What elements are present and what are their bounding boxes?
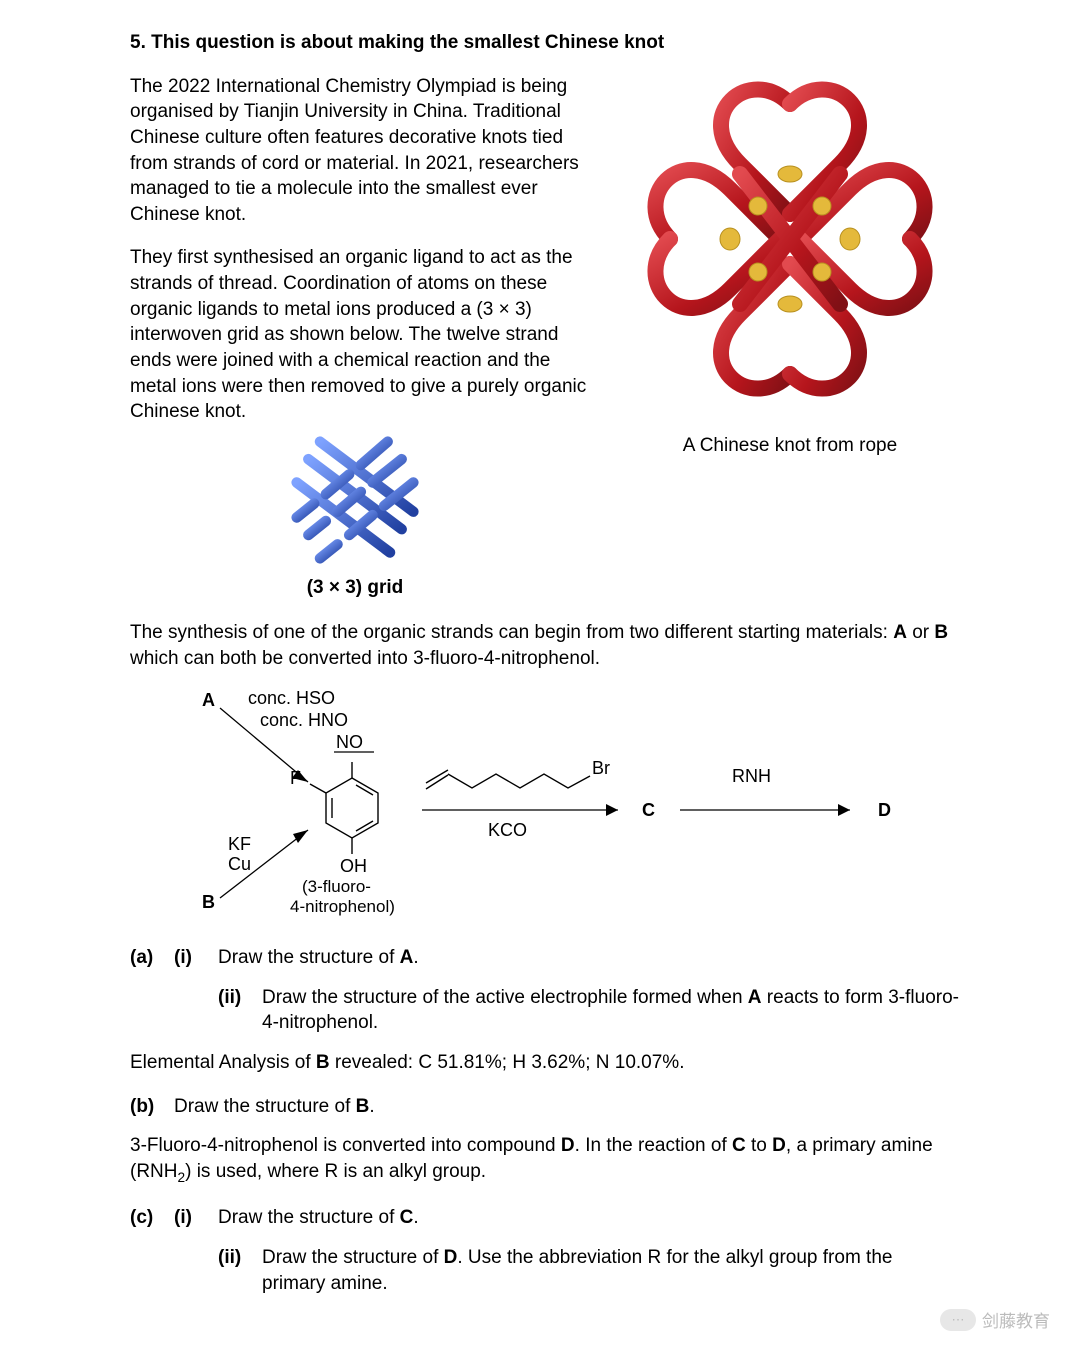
product-name-2: 4-nitrophenol) (290, 897, 395, 916)
knot-image-column: A Chinese knot from rope (620, 74, 960, 621)
interwoven-grid-icon (285, 435, 425, 565)
grid-figure-label: (3 × 3) grid (240, 575, 470, 601)
question-b: (b) Draw the structure of B. (130, 1094, 960, 1120)
reagent-rnh2: R╱NH2 (732, 766, 771, 786)
reagent-cu: Cu (228, 854, 251, 874)
reaction-scheme: A B conc. H2SO4 conc. HNO3 KF Cu (190, 690, 960, 928)
question-c-ii: (ii) Draw the structure of D. Use the ab… (218, 1245, 960, 1296)
label-a: (a) (130, 945, 174, 971)
c-i-prefix: Draw the structure of (218, 1207, 400, 1228)
label-c-i: (i) (174, 1205, 218, 1231)
knot-caption: A Chinese knot from rope (620, 433, 960, 459)
label-b: (b) (130, 1094, 174, 1120)
label-a-i: (i) (174, 945, 218, 971)
cd-m2: to (746, 1135, 772, 1156)
reagent-hno3: conc. HNO3 (260, 710, 348, 730)
para3-mid: or (907, 622, 934, 643)
label-a-ii: (ii) (218, 985, 262, 1036)
label-Br: Br (592, 758, 610, 778)
a-i-bold: A (400, 947, 414, 968)
intro-row: The 2022 International Chemistry Olympia… (130, 74, 960, 621)
text-a-ii: Draw the structure of the active electro… (262, 985, 960, 1036)
question-page: 5. This question is about making the sma… (0, 0, 1080, 1350)
watermark-text: 剑藤教育 (982, 1307, 1050, 1332)
c-i-bold: C (400, 1207, 414, 1228)
scheme-A: A (202, 690, 215, 710)
elem-bold: B (316, 1052, 330, 1073)
elemental-analysis: Elemental Analysis of B revealed: C 51.8… (130, 1050, 960, 1076)
c-ii-prefix: Draw the structure of (262, 1247, 444, 1268)
chinese-knot-icon (630, 74, 950, 414)
grid-figure: (3 × 3) grid (240, 435, 470, 600)
elem-prefix: Elemental Analysis of (130, 1052, 316, 1073)
b-suffix: . (369, 1096, 374, 1117)
question-a-ii: (ii) Draw the structure of the active el… (218, 985, 960, 1036)
label-c-ii: (ii) (218, 1245, 262, 1296)
scheme-C: C (642, 800, 655, 820)
product-name-1: (3-fluoro- (302, 877, 371, 896)
b-bold: B (356, 1096, 370, 1117)
watermark-icon: ⋯ (940, 1309, 976, 1331)
title-text: 5. This question is about making the sma… (130, 32, 664, 53)
label-F: F (290, 768, 301, 788)
paragraph-1: The 2022 International Chemistry Olympia… (130, 74, 596, 228)
paragraph-cd: 3-Fluoro-4-nitrophenol is converted into… (130, 1133, 960, 1187)
reagent-kf: KF (228, 834, 251, 854)
paragraph-3: The synthesis of one of the organic stra… (130, 620, 960, 671)
intro-text-column: The 2022 International Chemistry Olympia… (130, 74, 596, 621)
cd-b2: C (732, 1135, 746, 1156)
scheme-D: D (878, 800, 891, 820)
a-ii-bold: A (748, 987, 762, 1008)
para3-suffix: which can both be converted into 3-fluor… (130, 648, 600, 669)
label-no2: NO2 (336, 732, 363, 752)
text-c-ii: Draw the structure of D. Use the abbrevi… (262, 1245, 960, 1296)
question-title: 5. This question is about making the sma… (130, 30, 960, 56)
paragraph-2: They first synthesised an organic ligand… (130, 245, 596, 424)
para3-prefix: The synthesis of one of the organic stra… (130, 622, 893, 643)
cd-b1: D (561, 1135, 575, 1156)
watermark: ⋯ 剑藤教育 (940, 1307, 1050, 1332)
question-a-i: (a) (i) Draw the structure of A. (130, 945, 960, 971)
label-OH: OH (340, 856, 367, 876)
para3-A: A (893, 622, 907, 643)
elem-suffix: revealed: C 51.81%; H 3.62%; N 10.07%. (330, 1052, 685, 1073)
c-ii-bold: D (444, 1247, 458, 1268)
text-b: Draw the structure of B. (174, 1094, 960, 1120)
grid-figure-row: (3 × 3) grid (130, 435, 596, 600)
b-prefix: Draw the structure of (174, 1096, 356, 1117)
label-c: (c) (130, 1205, 174, 1231)
para3-B: B (934, 622, 948, 643)
a-ii-prefix: Draw the structure of the active electro… (262, 987, 748, 1008)
c-i-suffix: . (413, 1207, 418, 1228)
cd-m1: . In the reaction of (575, 1135, 732, 1156)
text-a-i: Draw the structure of A. (218, 945, 960, 971)
text-c-i: Draw the structure of C. (218, 1205, 960, 1231)
scheme-B: B (202, 892, 215, 912)
reaction-scheme-svg: A B conc. H2SO4 conc. HNO3 KF Cu (190, 690, 920, 920)
reagent-k2co3: K2CO3 (488, 820, 527, 840)
cd-prefix: 3-Fluoro-4-nitrophenol is converted into… (130, 1135, 561, 1156)
question-c-i: (c) (i) Draw the structure of C. (130, 1205, 960, 1231)
a-i-suffix: . (413, 947, 418, 968)
a-i-prefix: Draw the structure of (218, 947, 400, 968)
cd-b3: D (772, 1135, 786, 1156)
reagent-h2so4: conc. H2SO4 (248, 688, 335, 708)
